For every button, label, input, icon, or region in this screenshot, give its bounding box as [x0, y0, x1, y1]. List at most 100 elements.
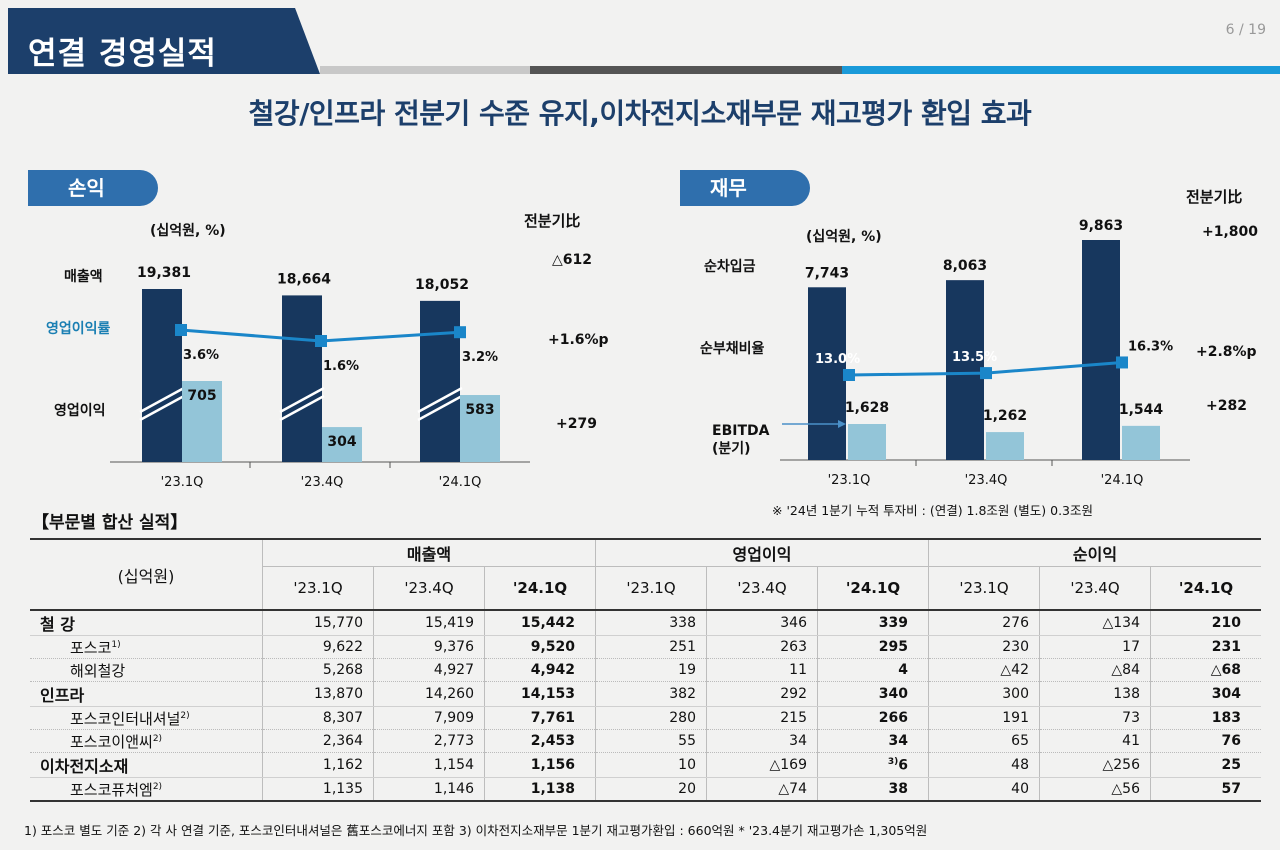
table-cell-value: 40 — [1011, 781, 1029, 797]
table-cell-value: 1,138 — [530, 781, 575, 797]
table-period-header: '23.1Q — [595, 566, 707, 611]
change-op-income: +279 — [556, 416, 597, 432]
table-cell-value: 251 — [669, 639, 696, 655]
ebitda-bar — [848, 424, 886, 460]
table-cell: 382 — [595, 681, 707, 707]
table-cell-value: △74 — [778, 781, 807, 797]
table-cell: 340 — [817, 681, 929, 707]
label-ebitda: EBITDA (분기) — [712, 423, 770, 457]
table-cell-value: 263 — [780, 639, 807, 655]
table-cell: 57 — [1150, 777, 1261, 802]
ebitda-bar — [1122, 425, 1160, 460]
table-cell: 1,162 — [262, 752, 374, 778]
table-row: 포스코퓨처엠2) 1,135 1,146 1,138 20 △74 38 40 △56 57 — [30, 777, 1261, 802]
change-net-debt-ratio: +2.8%p — [1196, 344, 1257, 360]
table-cell-value: △169 — [769, 757, 808, 773]
table-cell: 9,520 — [484, 635, 596, 659]
net-debt-ratio-point — [1116, 356, 1128, 369]
finance-unit: (십억원, %) — [806, 229, 882, 245]
change-revenue: △612 — [552, 252, 592, 268]
table-cell-value: 38 — [888, 781, 908, 797]
footnote-ref: 2) — [180, 710, 190, 721]
table-cell-value: 292 — [780, 686, 807, 702]
table-cell: 34 — [706, 729, 818, 753]
header-strip-light — [320, 66, 530, 74]
table-cell: 13,870 — [262, 681, 374, 707]
net-debt-ratio-data-label: 16.3% — [1128, 339, 1173, 354]
ebitda-data-label: 1,262 — [983, 408, 1027, 424]
table-period-header: '23.1Q — [262, 566, 374, 611]
op-income-bar — [182, 381, 222, 462]
revenue-data-label: 18,664 — [277, 271, 331, 287]
revenue-bar — [142, 289, 182, 462]
table-row: 해외철강 5,268 4,927 4,942 19 11 4 △42 △84 △68 — [30, 658, 1261, 682]
segment-name: 인프라 — [30, 681, 263, 707]
table-cell-value: 210 — [1211, 615, 1241, 631]
table-cell: 231 — [1150, 635, 1261, 659]
table-cell-value: 266 — [878, 710, 908, 726]
table-row: 포스코이앤씨2) 2,364 2,773 2,453 55 34 34 65 41 76 — [30, 729, 1261, 753]
table-cell: 183 — [1150, 706, 1261, 730]
table-cell-value: 183 — [1211, 710, 1241, 726]
table-cell: 1,146 — [373, 777, 485, 802]
label-net-debt-ratio: 순부채비율 — [700, 341, 765, 357]
segment-table-title: 【부문별 합산 실적】 — [32, 513, 188, 533]
table-cell: 15,419 — [373, 610, 485, 636]
revenue-data-label: 19,381 — [137, 265, 191, 281]
table-cell: 215 — [706, 706, 818, 730]
table-cell-value: 5,268 — [322, 662, 363, 678]
footnote-ref: 1) — [111, 639, 121, 650]
table-cell-value: 34 — [789, 733, 807, 749]
net-borrowing-bar — [946, 280, 984, 460]
axis-break-mark — [279, 394, 325, 422]
table-cell-value: 7,909 — [433, 710, 474, 726]
table-cell: 210 — [1150, 610, 1261, 636]
table-cell: 295 — [817, 635, 929, 659]
op-income-bar — [460, 395, 500, 462]
table-cell: 76 — [1150, 729, 1261, 753]
segment-name: 포스코인터내셔널2) — [30, 706, 263, 730]
change-ebitda: +282 — [1206, 398, 1247, 414]
segment-name: 포스코이앤씨2) — [30, 729, 263, 753]
table-cell-value: 15,419 — [425, 615, 474, 631]
table-cell-value: △56 — [1111, 781, 1140, 797]
footnote: 1) 포스코 별도 기준 2) 각 사 연결 기준, 포스코인터내셔널은 舊포스… — [24, 823, 928, 838]
table-cell-value: 300 — [1002, 686, 1029, 702]
table-cell-value: 19 — [678, 662, 696, 678]
axis-break-mark — [417, 386, 463, 414]
income-unit: (십억원, %) — [150, 223, 226, 239]
table-cell-value: 6 — [898, 757, 908, 774]
axis-break-mark — [139, 386, 185, 414]
table-cell-value: △68 — [1210, 662, 1241, 678]
net-debt-ratio-point — [843, 369, 855, 381]
table-cell: △68 — [1150, 658, 1261, 682]
table-cell-value: 339 — [878, 615, 908, 631]
table-cell-value: 15,442 — [520, 615, 575, 631]
revenue-bar — [420, 300, 460, 462]
table-cell: △56 — [1039, 777, 1151, 802]
table-cell-value: △256 — [1102, 757, 1141, 773]
table-period-header: '23.1Q — [928, 566, 1040, 611]
footnote-ref: 2) — [152, 781, 163, 792]
table-cell: 34 — [817, 729, 929, 753]
net-debt-ratio-data-label: 13.5% — [952, 350, 997, 365]
table-cell-value: 14,153 — [520, 686, 575, 702]
table-cell-value: 25 — [1221, 757, 1241, 773]
segment-name: 철 강 — [30, 610, 263, 636]
table-cell: 7,761 — [484, 706, 596, 730]
table-cell: 55 — [595, 729, 707, 753]
table-cell: 251 — [595, 635, 707, 659]
table-cell-value: 73 — [1122, 710, 1140, 726]
table-cell-value: 8,307 — [322, 710, 363, 726]
table-cell-value: 7,761 — [530, 710, 575, 726]
label-net-borrowing: 순차입금 — [704, 259, 756, 275]
segment-name-text: 해외철강 — [70, 661, 126, 680]
table-cell: 3)6 — [817, 752, 929, 778]
table-cell: 280 — [595, 706, 707, 730]
op-margin-data-label: 3.2% — [462, 350, 498, 365]
table-cell: 10 — [595, 752, 707, 778]
table-cell-value: 4,927 — [433, 662, 474, 678]
table-cell-value: 41 — [1122, 733, 1140, 749]
axis-break-mark — [279, 386, 325, 414]
table-cell-value: 304 — [1211, 686, 1241, 702]
